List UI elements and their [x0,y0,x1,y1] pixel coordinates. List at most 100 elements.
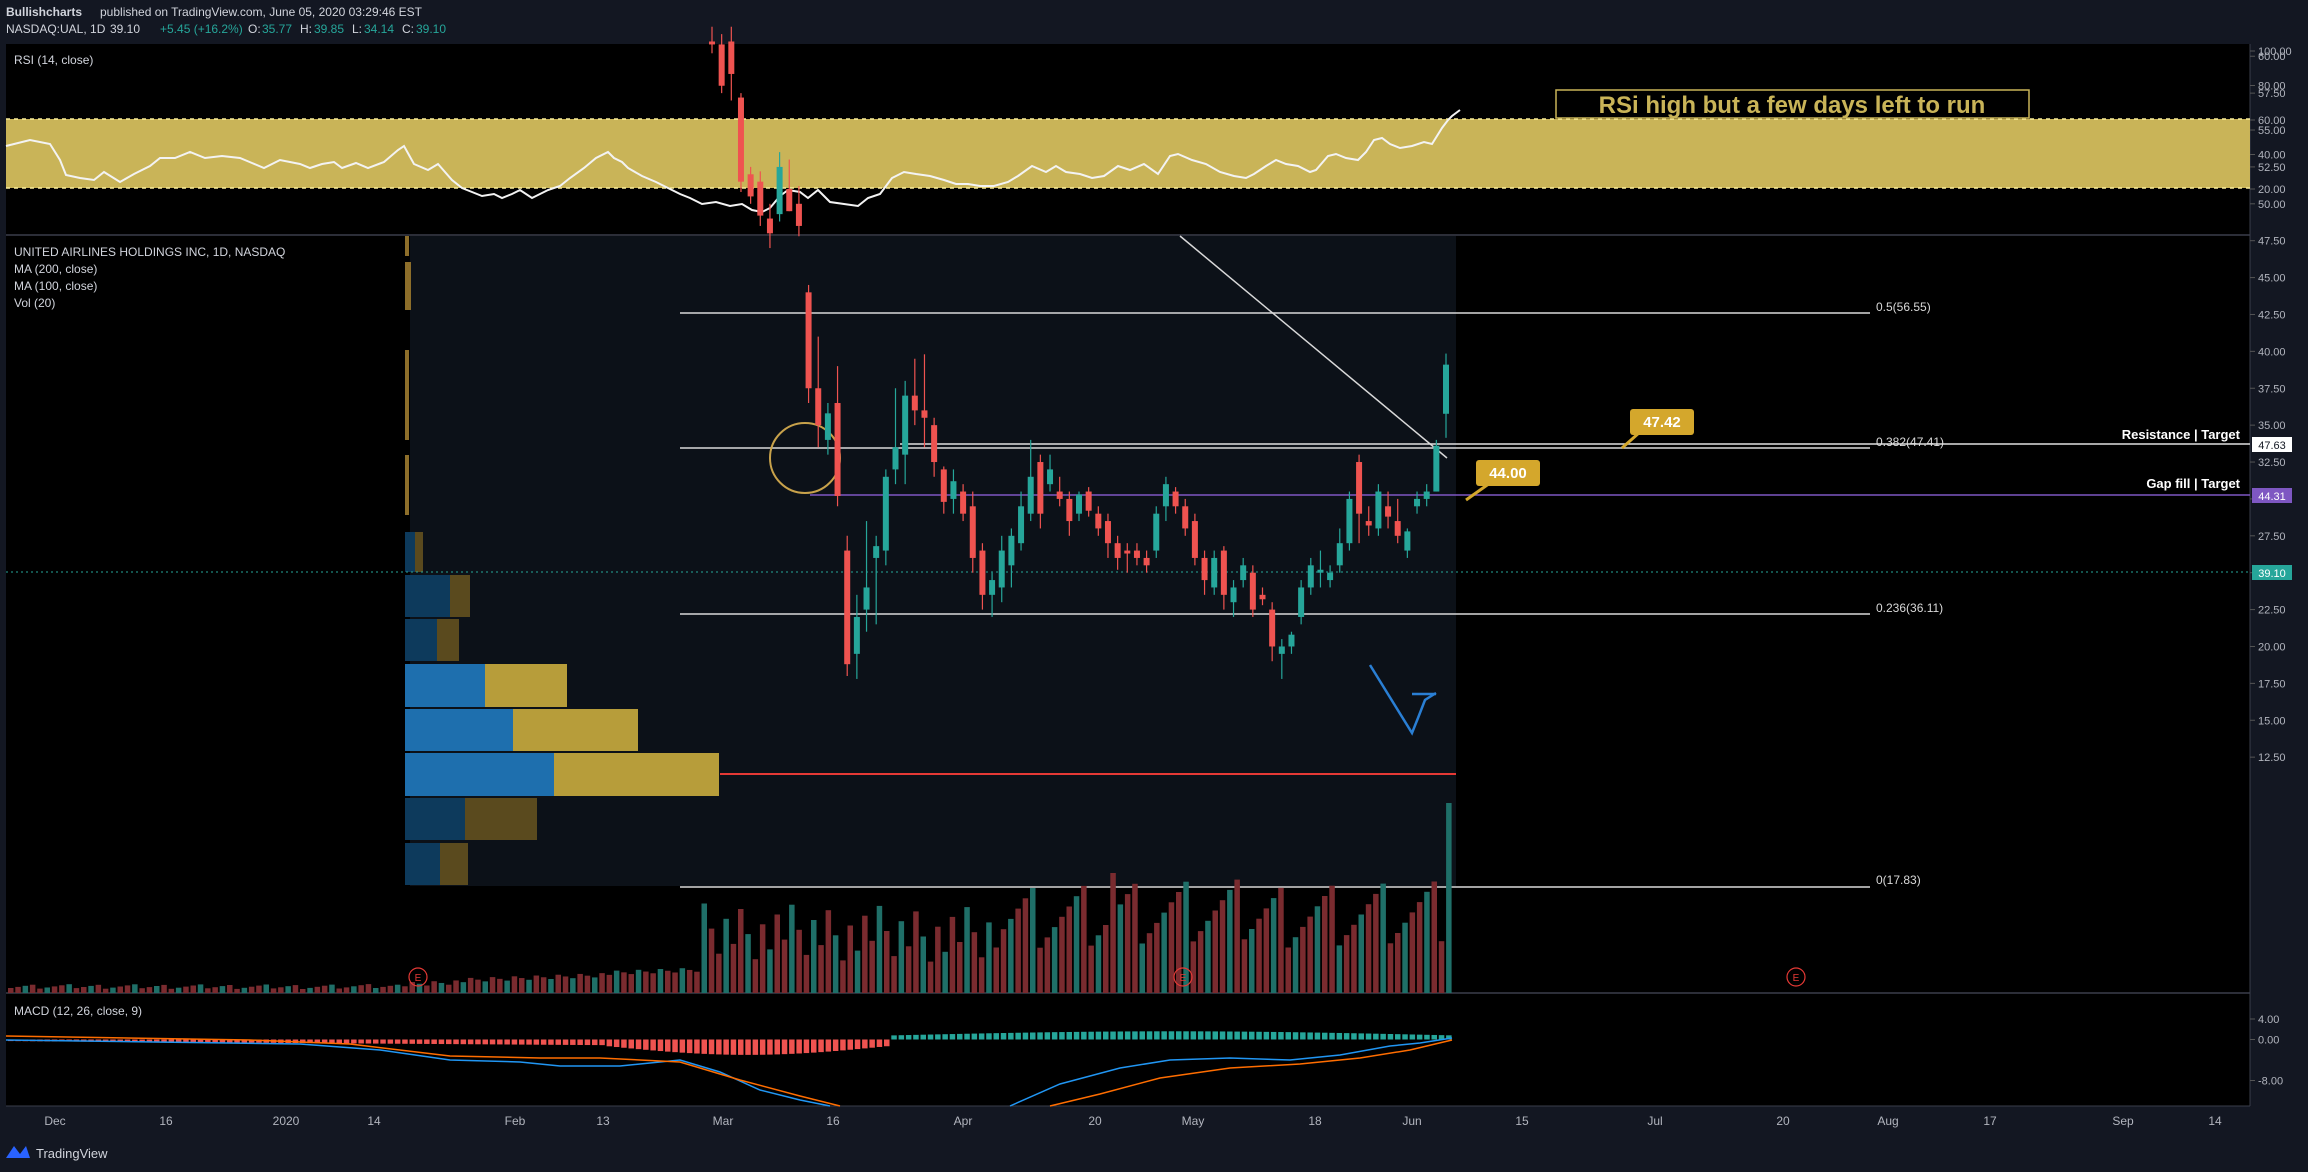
candle-body[interactable] [1018,506,1025,544]
candle-body[interactable] [795,203,802,226]
tradingview-logo[interactable]: TradingView [6,1146,108,1161]
resistance-target-label[interactable]: Resistance | Target [2122,427,2241,442]
candles[interactable] [709,26,1449,679]
candle-body[interactable] [921,410,928,418]
macd-scale[interactable]: 4.00 0.00 -8.00 [2250,1014,2283,1088]
candle-body[interactable] [766,218,773,234]
macd-title[interactable]: MACD (12, 26, close, 9) [14,1004,142,1018]
earnings-marker[interactable]: E [1786,967,1806,987]
candle-body[interactable] [1008,535,1015,566]
candle-body[interactable] [737,97,744,182]
candle-body[interactable] [1182,506,1189,529]
candle-body[interactable] [1317,569,1324,573]
candle-body[interactable] [1047,469,1054,485]
candle-body[interactable] [1346,498,1353,544]
rsi-annotation-box[interactable] [1555,89,2030,119]
candle-body[interactable] [873,546,880,558]
candle-body[interactable] [1385,506,1392,517]
footer-brand[interactable]: TradingView [36,1146,108,1161]
candle-body[interactable] [1240,565,1247,581]
candle-body[interactable] [1095,513,1102,529]
trend-annotation[interactable] [1368,664,1437,736]
candle-body[interactable] [834,403,841,496]
candle-body[interactable] [824,413,831,440]
candle-body[interactable] [1249,572,1256,610]
candle-body[interactable] [969,506,976,558]
candle-body[interactable] [1414,498,1421,507]
candle-body[interactable] [1269,609,1276,647]
candle-body[interactable] [1037,462,1044,514]
candle-body[interactable] [815,388,822,426]
candle-body[interactable] [1433,445,1440,492]
candle-body[interactable] [747,174,754,197]
candle-body[interactable] [989,580,996,595]
candle-body[interactable] [1356,462,1363,514]
ma100-label[interactable]: MA (100, close) [14,279,97,293]
candle-body[interactable] [902,395,909,455]
candle-body[interactable] [1143,557,1150,566]
candle-body[interactable] [863,587,870,610]
candle-body[interactable] [1375,491,1382,529]
earnings-marker[interactable]: E [408,967,428,987]
candle-body[interactable] [1423,491,1430,499]
rsi-title[interactable]: RSI (14, close) [14,53,93,67]
rsi-scale[interactable]: 100.00 80.00 60.00 40.00 20.00 [2250,46,2292,196]
candle-body[interactable] [1230,587,1237,603]
candle-body[interactable] [1085,491,1092,511]
candle-body[interactable] [1162,484,1169,507]
candle-body[interactable] [757,181,764,216]
candle-body[interactable] [1153,513,1160,551]
author-name[interactable]: Bullishcharts [6,5,82,19]
candle-body[interactable] [1404,531,1411,551]
candle-body[interactable] [1172,491,1179,507]
candle-body[interactable] [1220,550,1227,595]
ma200-label[interactable]: MA (200, close) [14,262,97,276]
candle-body[interactable] [979,550,986,595]
candle-body[interactable] [728,41,735,74]
price-title[interactable]: UNITED AIRLINES HOLDINGS INC, 1D, NASDAQ [14,245,285,259]
candle-body[interactable] [911,395,918,411]
earnings-marker[interactable]: E [1173,967,1193,987]
candle-body[interactable] [1114,543,1121,558]
symbol-label[interactable]: NASDAQ:UAL, 1D [6,22,106,36]
candle-body[interactable] [709,41,715,45]
rsi-annotation[interactable]: RSi high but a few days left to run [1599,92,1986,119]
gap-fill-target-label[interactable]: Gap fill | Target [2146,476,2240,491]
callout-box[interactable] [1630,409,1694,435]
callout-box[interactable] [1476,460,1540,486]
callout-47-42[interactable]: 47.42 [1621,409,1694,450]
volume-label[interactable]: Vol (20) [14,296,55,310]
candle-body[interactable] [1056,491,1063,499]
candle-body[interactable] [1076,494,1082,514]
candle-body[interactable] [1327,572,1334,581]
candle-body[interactable] [1278,646,1285,654]
candle-body[interactable] [1066,498,1073,522]
candle-body[interactable] [1365,521,1372,526]
candle-body[interactable] [1124,550,1131,554]
price-scale[interactable]: 60.00 57.50 55.00 52.50 50.00 47.50 45.00 42.50… [2250,51,2286,764]
candle-body[interactable] [776,166,783,215]
candle-body[interactable] [950,481,957,499]
candle-body[interactable] [931,425,938,463]
candle-body[interactable] [940,469,947,502]
callout-44-00[interactable]: 44.00 [1465,460,1540,502]
candle-body[interactable] [998,550,1005,588]
candle-body[interactable] [1307,565,1314,588]
candle-body[interactable] [1394,521,1401,536]
candle-body[interactable] [844,550,851,665]
candle-body[interactable] [853,616,860,654]
candle-body[interactable] [1298,587,1305,617]
time-axis[interactable]: Dec 16 2020 14 Feb 13 Mar 16 Apr 20 May 18 Jun 15 Jul 2… [44,1114,2222,1128]
candle-body[interactable] [1191,521,1198,558]
candle-body[interactable] [1336,543,1343,566]
candle-body[interactable] [1133,550,1140,558]
candle-body[interactable] [882,476,889,551]
candle-body[interactable] [1027,476,1034,514]
candle-body[interactable] [805,292,812,389]
candle-body[interactable] [718,44,725,86]
ma200-line[interactable] [1179,235,1448,459]
candle-body[interactable] [892,447,899,470]
candle-body[interactable] [1259,594,1266,600]
candle-body[interactable] [1288,634,1295,647]
candle-body[interactable] [786,189,793,212]
